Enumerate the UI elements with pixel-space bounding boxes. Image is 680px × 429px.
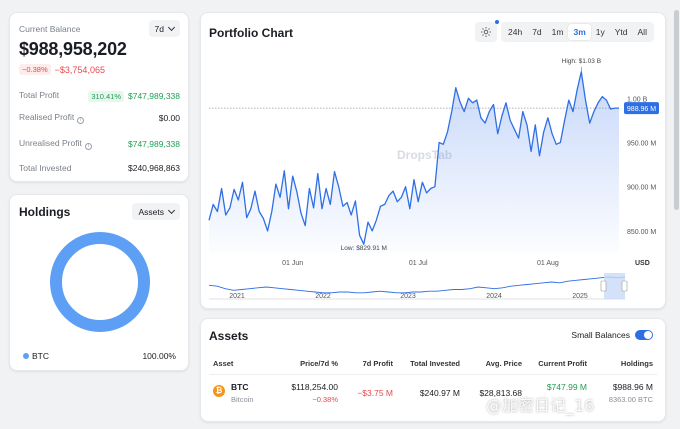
total-invested-row: Total Invested $240,968,863 xyxy=(19,163,180,173)
navigator-tick-label: 2025 xyxy=(572,293,588,300)
unrealised-profit-label: Unrealised Profit i xyxy=(19,138,92,150)
current-value-label: 988.96 M xyxy=(627,106,656,113)
unrealised-profit-value: $747,989,338 xyxy=(128,139,180,149)
holdings-title: Holdings xyxy=(19,205,71,219)
chart-title: Portfolio Chart xyxy=(209,26,293,40)
chevron-down-icon xyxy=(167,23,176,31)
info-icon[interactable]: i xyxy=(84,143,92,150)
balance-value: $988,958,202 xyxy=(19,39,127,59)
legend-dot xyxy=(23,353,29,359)
holdings-donut-chart[interactable] xyxy=(50,232,150,332)
y-unit-label: USD xyxy=(635,260,650,267)
range-tab-3m[interactable]: 3m xyxy=(568,24,591,40)
asset-avg-price: $28,813.68 xyxy=(479,388,522,398)
col-total-invested[interactable]: Total Invested xyxy=(410,359,460,368)
range-tab-1y[interactable]: 1y xyxy=(595,27,605,37)
assets-card: Assets Small Balances Asset Price/7d % 7… xyxy=(200,318,666,422)
x-tick-label: 01 Jul xyxy=(409,260,428,267)
range-tab-all[interactable]: All xyxy=(637,27,647,37)
y-tick-label: 1.00 B xyxy=(627,96,648,103)
col-avg-price[interactable]: Avg. Price xyxy=(485,359,522,368)
balance-card: Current Balance 7d $988,958,202 −0.38% −… xyxy=(9,12,189,182)
navigator-window[interactable] xyxy=(604,273,625,299)
asset-holdings-value: $988.96 M xyxy=(612,382,653,392)
series-line[interactable] xyxy=(208,71,619,245)
bitcoin-icon: ₿ xyxy=(213,385,225,397)
asset-price: $118,254.00 xyxy=(291,382,338,392)
total-profit-value: $747,989,338 xyxy=(128,91,180,101)
navigator-line xyxy=(208,276,626,294)
small-balances-toggle[interactable]: Small Balances xyxy=(571,330,653,340)
y-tick-label: 850.00 M xyxy=(627,229,656,236)
navigator-tick-label: 2022 xyxy=(315,293,331,300)
range-tab-1m[interactable]: 1m xyxy=(551,27,564,37)
legend-pct: 100.00% xyxy=(142,351,176,361)
current-value-badge xyxy=(624,102,659,115)
realised-profit-row: Realised Profit i $0.00 xyxy=(19,112,180,124)
asset-symbol[interactable]: BTC xyxy=(231,382,249,392)
gear-icon xyxy=(481,27,491,37)
col-holdings[interactable]: Holdings xyxy=(620,359,653,368)
navigator-handle-left[interactable] xyxy=(600,280,607,292)
balance-change-abs: −$3,754,065 xyxy=(54,64,105,75)
asset-name: Bitcoin xyxy=(231,395,254,404)
assets-title: Assets xyxy=(209,329,249,343)
range-tab-24h[interactable]: 24h xyxy=(508,27,523,37)
chart-settings-button[interactable] xyxy=(475,20,499,42)
period-select[interactable]: 7d xyxy=(148,20,180,37)
y-tick-label: 900.00 M xyxy=(627,185,656,192)
holdings-type-select[interactable]: Assets xyxy=(132,203,180,220)
navigator-handle-right[interactable] xyxy=(621,280,628,292)
high-label: High: $1.03 B xyxy=(562,58,601,65)
small-balances-label: Small Balances xyxy=(571,330,630,340)
holdings-type-value: Assets xyxy=(138,206,164,217)
col-asset[interactable]: Asset xyxy=(213,359,234,368)
navigator-tick-label: 2024 xyxy=(486,293,502,300)
total-profit-row: Total Profit 310.41% $747,989,338 xyxy=(19,86,180,104)
asset-7d-profit: −$3.75 M xyxy=(357,388,393,398)
table-divider xyxy=(209,374,657,375)
range-tabs: 24h 7d 1m 3m 1y Ytd All xyxy=(501,22,654,42)
overlay-watermark: @加密日记_16 xyxy=(486,396,595,415)
col-price[interactable]: Price/7d % xyxy=(300,359,338,368)
total-profit-badge: 310.41% xyxy=(88,91,124,102)
asset-price-change: −0.38% xyxy=(312,395,338,404)
period-select-value: 7d xyxy=(154,23,164,34)
range-tab-7d[interactable]: 7d xyxy=(532,27,542,37)
realised-profit-label: Realised Profit i xyxy=(19,112,85,124)
range-tab-ytd[interactable]: Ytd xyxy=(614,27,628,37)
legend-item-btc: BTC xyxy=(23,351,49,361)
x-tick-label: 01 Jun xyxy=(282,260,303,267)
col-7d-profit[interactable]: 7d Profit xyxy=(362,359,393,368)
info-icon[interactable]: i xyxy=(77,117,85,124)
chevron-down-icon xyxy=(167,206,176,214)
balance-title: Current Balance xyxy=(19,24,81,34)
toggle-switch[interactable] xyxy=(635,330,653,340)
page-scrollbar[interactable] xyxy=(674,10,679,210)
portfolio-chart-card: Portfolio Chart 24h 7d 1m 3m 1y Ytd All DropsT… xyxy=(200,12,666,309)
notification-dot xyxy=(495,20,499,24)
asset-total-invested: $240.97 M xyxy=(419,388,460,398)
x-tick-label: 01 Aug xyxy=(537,260,559,267)
total-invested-value: $240,968,863 xyxy=(128,163,180,173)
asset-holdings-amount: 8363.00 BTC xyxy=(608,395,653,404)
unrealised-profit-row: Unrealised Profit i $747,989,338 xyxy=(19,138,180,150)
realised-profit-value: $0.00 xyxy=(158,113,180,123)
balance-change-pct: −0.38% xyxy=(19,64,51,75)
y-tick-label: 950.00 M xyxy=(627,141,656,148)
area-fill xyxy=(209,71,619,253)
balance-change: −0.38% −$3,754,065 xyxy=(19,64,105,75)
col-current-profit[interactable]: Current Profit xyxy=(538,359,587,368)
navigator-tick-label: 2023 xyxy=(400,293,416,300)
total-profit-label: Total Profit xyxy=(19,90,60,100)
navigator-tick-label: 2021 xyxy=(229,293,245,300)
holdings-legend: BTC 100.00% xyxy=(23,351,176,361)
total-invested-label: Total Invested xyxy=(19,163,72,173)
holdings-card: Holdings Assets BTC 100.00% xyxy=(9,194,189,371)
low-label: Low: $829.91 M xyxy=(341,245,387,252)
asset-current-profit: $747.99 M xyxy=(546,382,587,392)
